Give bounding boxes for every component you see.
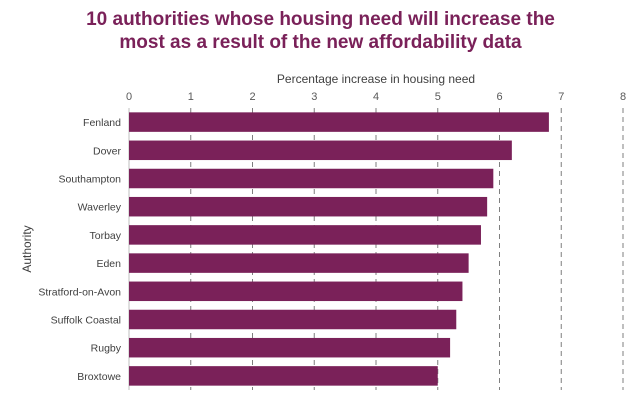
bar — [129, 225, 481, 245]
chart-title: 10 authorities whose housing need will i… — [0, 8, 641, 54]
x-tick-label: 4 — [373, 91, 379, 103]
x-tick-label: 2 — [249, 91, 255, 103]
x-tick-label: 0 — [126, 91, 132, 103]
category-label: Dover — [93, 145, 122, 157]
category-label: Suffolk Coastal — [51, 315, 121, 327]
bar — [129, 366, 438, 386]
category-label: Fenland — [83, 117, 121, 129]
category-label: Broxtowe — [77, 371, 121, 383]
x-tick-label: 8 — [620, 91, 626, 103]
bar — [129, 196, 488, 217]
bar — [129, 253, 469, 273]
category-label: Rugby — [91, 343, 122, 355]
category-label: Southampton — [59, 174, 122, 186]
category-label: Torbay — [89, 230, 121, 242]
category-labels: Fenland Dover Southampton Waverley Torbay Ede… — [38, 117, 121, 383]
x-tick-labels: 0 1 2 3 4 5 6 7 8 — [126, 91, 626, 103]
chart-title-line-2: most as a result of the new affordabilit… — [119, 32, 522, 53]
x-tick-label: 3 — [311, 91, 317, 103]
bar — [129, 112, 549, 132]
category-label: Stratford-on-Avon — [38, 286, 121, 298]
x-tick-label: 7 — [558, 91, 564, 103]
chart-title-line-1: 10 authorities whose housing need will i… — [86, 9, 555, 30]
x-tick-label: 1 — [188, 91, 194, 103]
bar — [129, 140, 512, 161]
category-label: Waverley — [78, 202, 122, 214]
x-tick-label: 5 — [435, 91, 441, 103]
bar — [129, 168, 494, 189]
y-axis-title: Authority — [20, 225, 34, 272]
bars — [129, 112, 549, 386]
category-label: Eden — [96, 258, 121, 270]
x-tick-label: 6 — [496, 91, 502, 103]
bar — [129, 281, 463, 302]
bar — [129, 337, 451, 358]
x-axis-title: Percentage increase in housing need — [277, 72, 475, 86]
bar — [129, 309, 457, 330]
